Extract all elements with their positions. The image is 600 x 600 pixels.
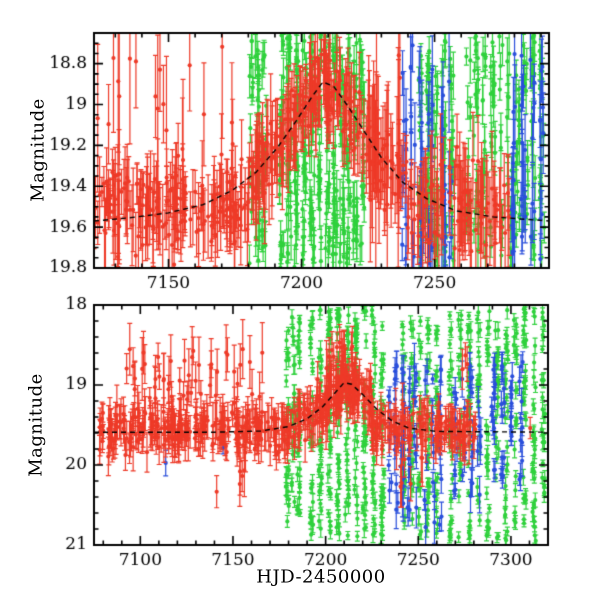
y-axis-label-top: Magnitude [27,98,49,202]
y-axis-label-bottom: Magnitude [25,373,47,477]
x-axis-label: HJD-2450000 [256,566,386,588]
